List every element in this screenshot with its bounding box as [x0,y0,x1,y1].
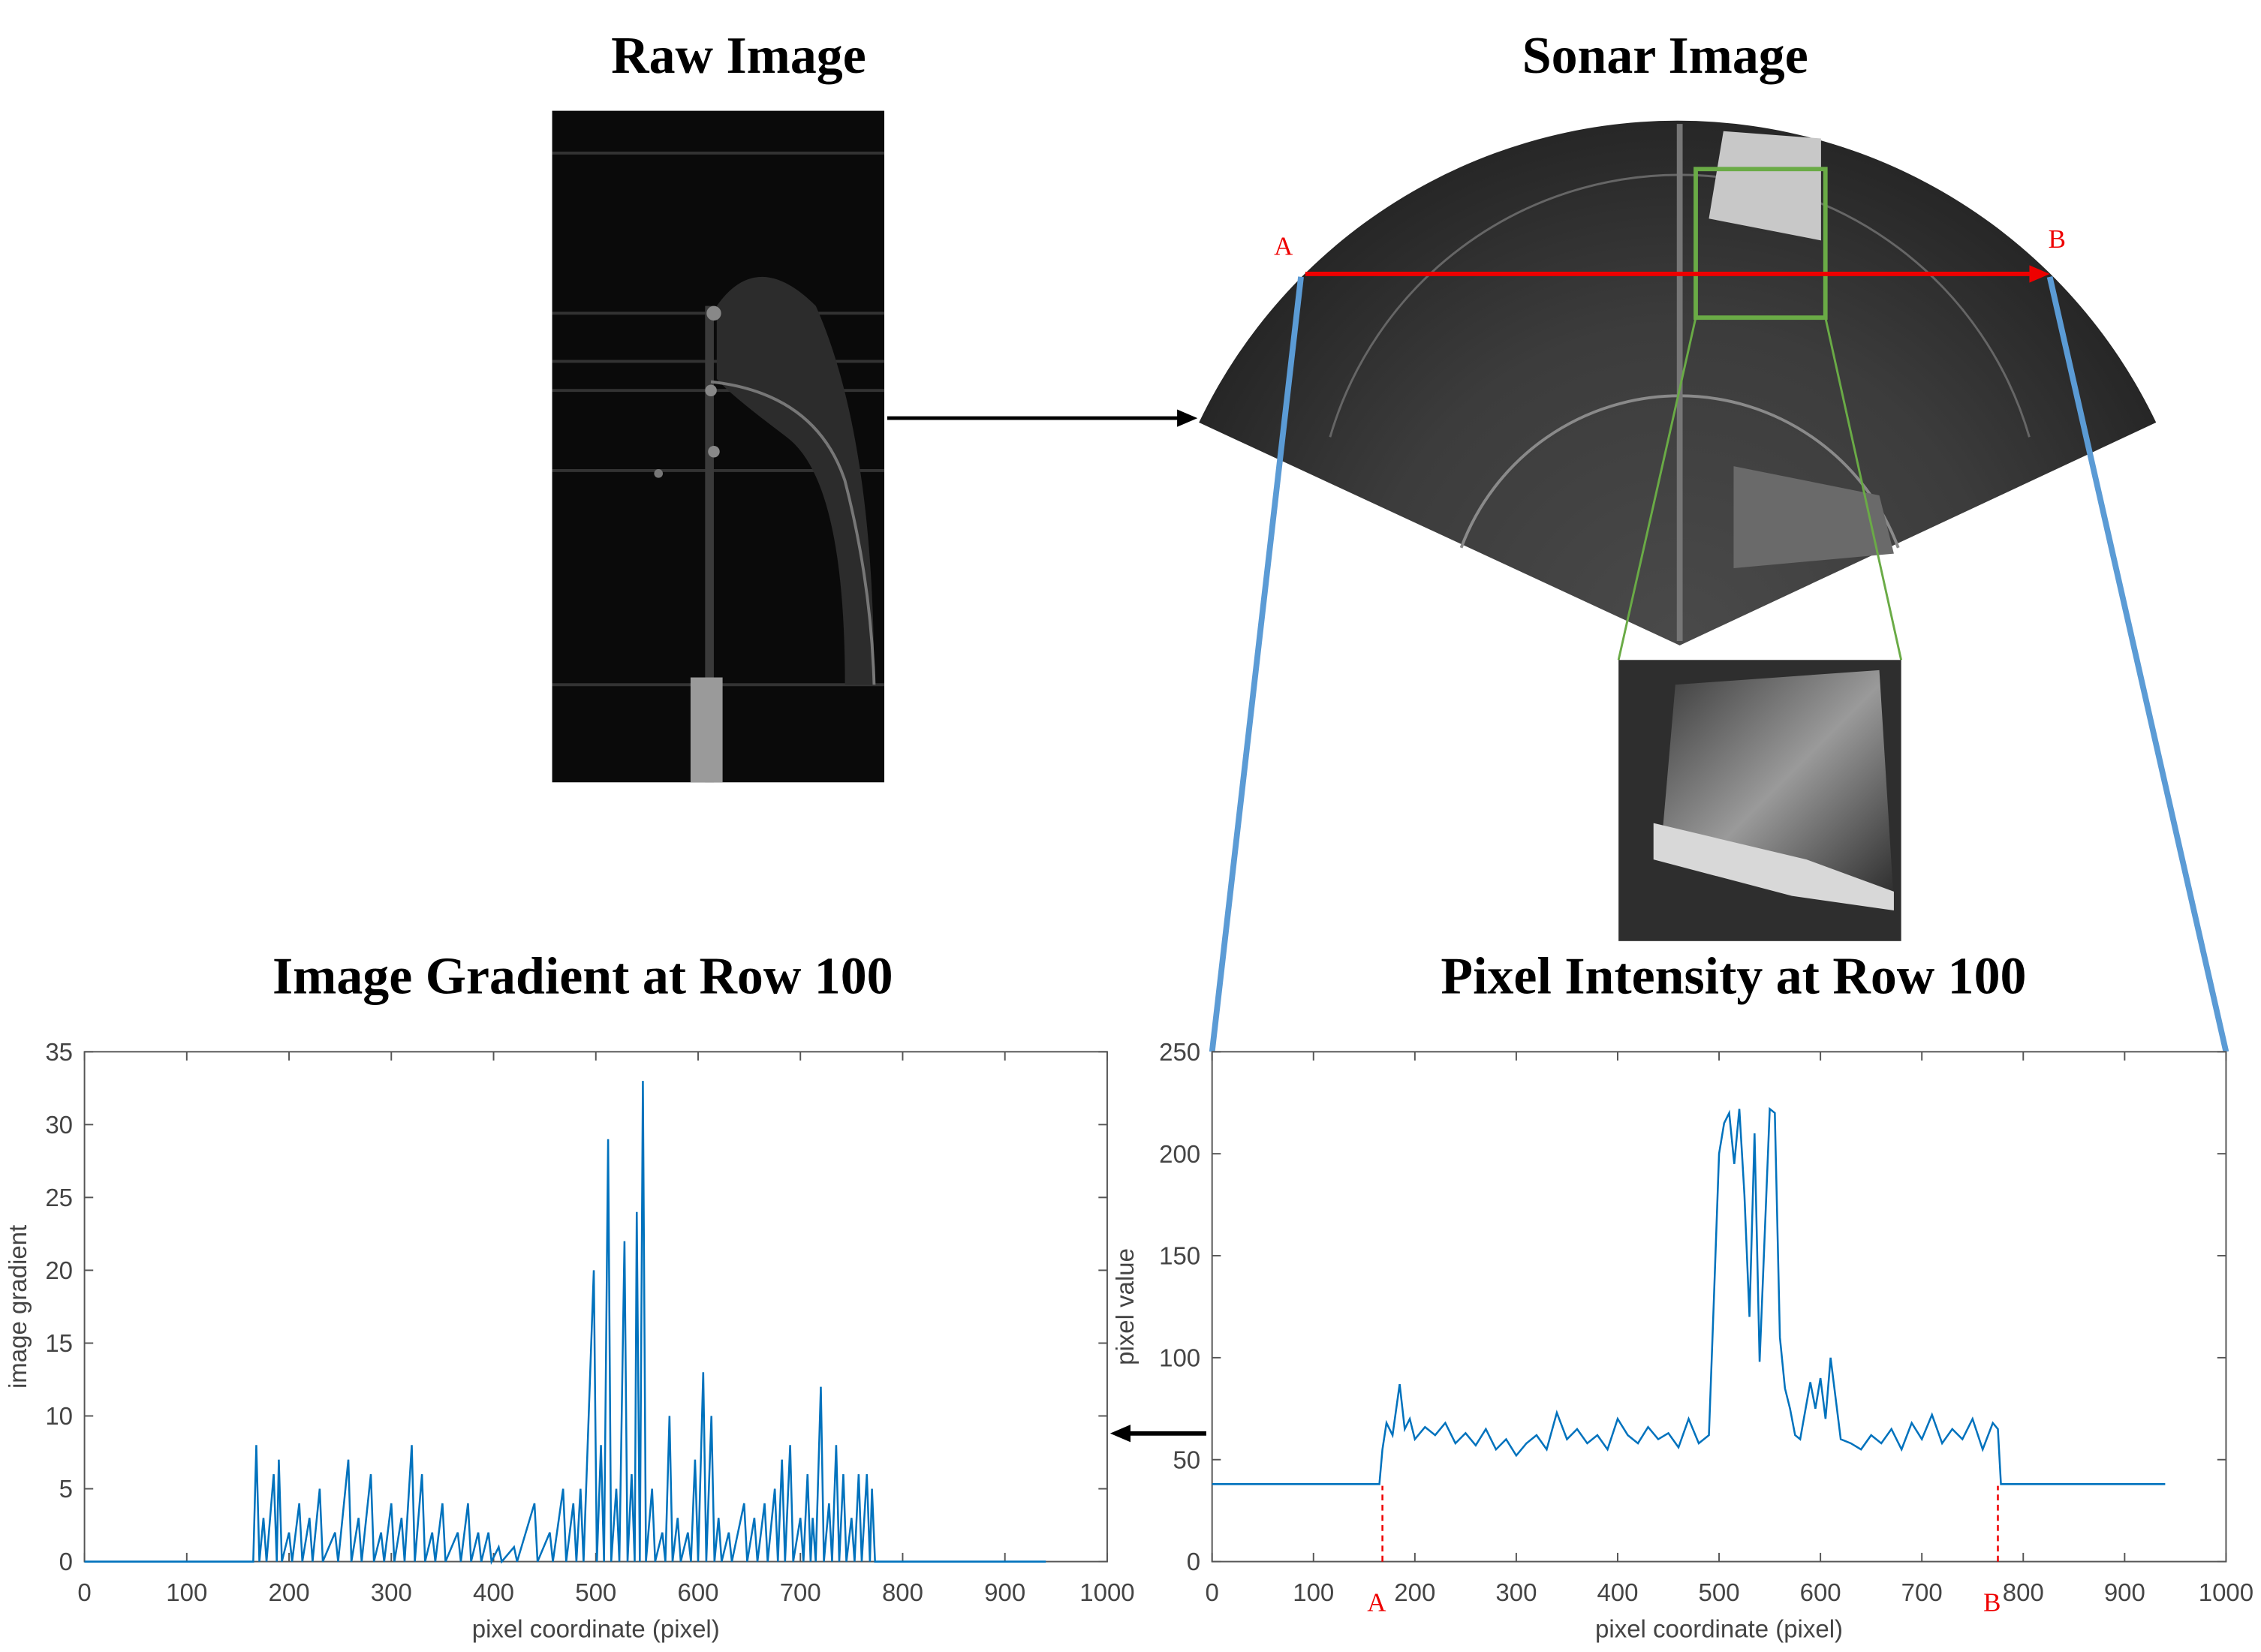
x-tick-label: 900 [2104,1578,2145,1606]
marker-label: B [1983,1588,2001,1617]
x-tick-label: 800 [2003,1578,2044,1606]
y-tick-label: 20 [45,1256,73,1284]
y-tick-label: 200 [1159,1140,1200,1168]
y-tick-label: 30 [45,1111,73,1139]
x-tick-label: 1000 [2199,1578,2253,1606]
x-tick-label: 800 [882,1578,923,1606]
x-tick-label: 300 [1495,1578,1537,1606]
y-axis-label: pixel value [1111,1248,1139,1365]
y-tick-label: 250 [1159,1038,1200,1066]
y-tick-label: 150 [1159,1242,1200,1270]
zoom-line [1824,317,1903,660]
x-tick-label: 700 [780,1578,821,1606]
arrow-head [2029,265,2050,283]
y-tick-label: 35 [45,1038,73,1066]
y-tick-label: 15 [45,1329,73,1357]
raw-image [552,110,885,783]
chart-title: Image Gradient at Row 100 [272,948,893,1006]
arrow-head [1109,1425,1130,1443]
projection-line [1209,276,1304,1052]
x-tick-label: 100 [166,1578,207,1606]
x-tick-label: 400 [1597,1578,1638,1606]
x-tick-label: 300 [371,1578,412,1606]
zoom-line [1617,317,1697,660]
x-tick-label: 200 [269,1578,310,1606]
zoom-image [1618,660,1901,941]
x-tick-label: 600 [1800,1578,1841,1606]
x-tick-label: 0 [77,1578,91,1606]
x-axis-label: pixel coordinate (pixel) [472,1614,720,1642]
arrow-head [1177,409,1198,427]
y-tick-label: 100 [1159,1344,1200,1372]
data-line [84,1081,1046,1566]
point-label: B [2049,224,2066,254]
x-tick-label: 500 [575,1578,616,1606]
sonar-title: Sonar Image [1522,27,1808,85]
x-tick-label: 400 [473,1578,514,1606]
y-tick-label: 25 [45,1184,73,1211]
x-tick-label: 1000 [1079,1578,1134,1606]
y-tick-label: 50 [1173,1446,1200,1473]
x-tick-label: 600 [677,1578,718,1606]
y-axis-label: image gradient [4,1225,32,1389]
projection-line [2046,275,2229,1053]
x-tick-label: 0 [1206,1578,1219,1606]
y-tick-label: 0 [1187,1548,1200,1575]
x-tick-label: 700 [1901,1578,1943,1606]
zoom-box [1693,167,1828,320]
x-tick-label: 500 [1699,1578,1740,1606]
x-tick-label: 100 [1293,1578,1334,1606]
plot-area [1211,1051,2227,1563]
point-label: A [1274,232,1293,261]
x-axis-label: pixel coordinate (pixel) [1595,1614,1843,1642]
chart-title: Pixel Intensity at Row 100 [1441,948,2026,1006]
x-tick-label: 900 [984,1578,1025,1606]
y-tick-label: 5 [59,1475,73,1503]
marker-label: A [1367,1588,1386,1617]
data-line [1212,1106,2166,1485]
sonar-image [1199,120,2157,645]
y-tick-label: 0 [59,1548,73,1575]
y-tick-label: 10 [45,1402,73,1430]
raw-title: Raw Image [611,27,866,85]
x-tick-label: 200 [1394,1578,1435,1606]
